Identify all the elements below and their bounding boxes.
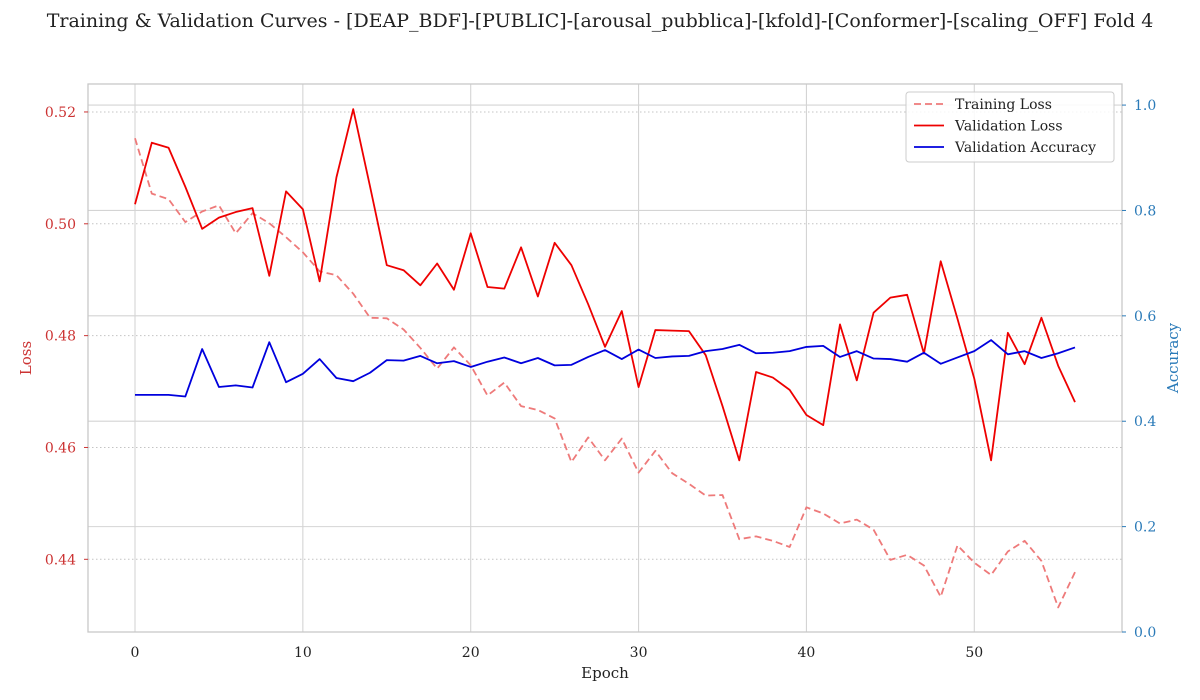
series-line-validation-loss	[134, 108, 1076, 462]
x-tick-label: 50	[965, 645, 983, 661]
legend-label: Validation Loss	[954, 119, 1063, 135]
y-right-tick-label: 0.6	[1134, 309, 1156, 325]
right-axis: 0.0 0.2 0.4 0.6 0.8 1.0	[1122, 98, 1156, 641]
series-line-validation-accuracy	[135, 339, 1076, 398]
x-tick-label: 30	[630, 645, 648, 661]
y-right-tick-label: 0.0	[1134, 625, 1156, 641]
grid	[88, 84, 1122, 633]
y-left-tick-label: 0.50	[45, 217, 76, 233]
x-axis-label: Epoch	[581, 664, 629, 682]
x-tick-label: 40	[798, 645, 816, 661]
x-tick-label: 10	[294, 645, 312, 661]
chart-title: Training & Validation Curves - [DEAP_BDF…	[46, 10, 1154, 32]
series-layer	[134, 108, 1076, 609]
y-right-tick-label: 0.4	[1134, 414, 1156, 430]
plot-frame	[87, 83, 1123, 633]
left-axis: 0.44 0.46 0.48 0.50 0.52	[45, 105, 88, 568]
x-tick-label: 0	[131, 645, 140, 661]
x-tick-label: 20	[462, 645, 480, 661]
y-left-tick-label: 0.44	[45, 552, 76, 568]
y-left-tick-label: 0.48	[45, 329, 76, 345]
y-axis-label-left: Loss	[17, 341, 35, 375]
y-right-tick-label: 0.8	[1134, 203, 1156, 219]
legend-label: Validation Accuracy	[954, 140, 1096, 156]
x-axis: 0 10 20 30 40 50	[131, 645, 984, 661]
y-axis-label-right: Accuracy	[1164, 322, 1182, 394]
legend: Training Loss Validation Loss Validation A…	[905, 91, 1115, 163]
y-left-tick-label: 0.52	[45, 105, 76, 121]
legend-label: Training Loss	[955, 97, 1052, 113]
y-right-tick-label: 1.0	[1134, 98, 1156, 114]
legend-box	[905, 91, 1115, 163]
y-right-tick-label: 0.2	[1134, 520, 1156, 536]
y-left-tick-label: 0.46	[45, 440, 76, 456]
series-line-training-loss	[134, 137, 1076, 609]
